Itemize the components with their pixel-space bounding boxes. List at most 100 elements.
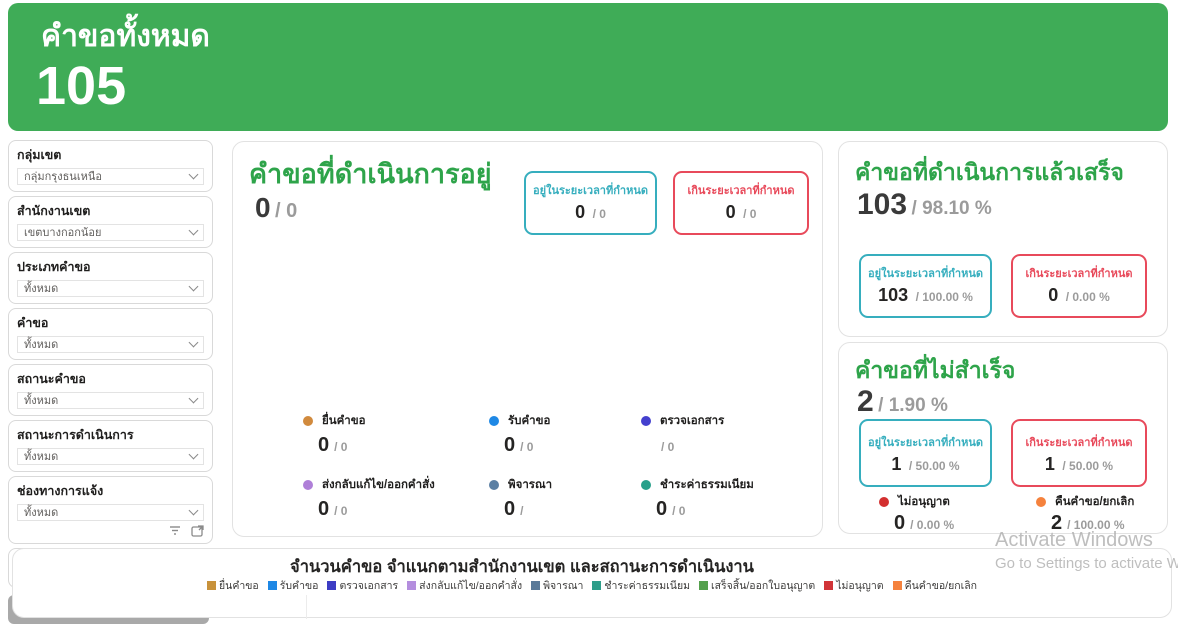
banner-title: คำขอทั้งหมด — [41, 20, 210, 53]
filter-label: คำขอ — [17, 316, 49, 330]
chart-legend-item: ส่งกลับแก้ไข/ออกคำสั่ง — [407, 577, 522, 594]
legend-item-submitted: ยื่นคำขอ 0 / 0 — [303, 412, 489, 457]
dropdown-value: เขตบางกอกน้อย — [24, 227, 102, 239]
filter-card-district-office: สำนักงานเขต เขตบางกอกน้อย — [8, 196, 213, 248]
chevron-down-icon — [188, 225, 199, 235]
district-office-dropdown[interactable]: เขตบางกอกน้อย — [17, 224, 204, 241]
filter-card-request: คำขอ ทั้งหมด — [8, 308, 213, 360]
legend-dot-icon — [1036, 497, 1046, 507]
district-group-dropdown[interactable]: กลุ่มกรุงธนเหนือ — [17, 168, 204, 185]
chart-legend: ยื่นคำขอ รับคำขอ ตรวจเอกสาร ส่งกลับแก้ไข… — [13, 577, 1171, 594]
watermark-line2: Go to Settings to activate W — [995, 555, 1178, 572]
chart-gridline — [306, 595, 307, 619]
legend-square-icon — [531, 581, 541, 590]
legend-sub: / — [520, 504, 524, 518]
overdue-number: 0 — [725, 202, 736, 222]
legend-sub: / 0 — [334, 504, 348, 518]
on-time-sub: / 0 — [592, 207, 606, 221]
chevron-down-icon — [188, 449, 199, 459]
unsuccessful-value: 2 / 1.90 % — [857, 385, 948, 419]
chart-legend-item: เสร็จสิ้น/ออกใบอนุญาต — [699, 577, 815, 594]
unsuccessful-panel: คำขอที่ไม่สำเร็จ 2 / 1.90 % อยู่ในระยะเว… — [838, 342, 1168, 534]
legend-item-not-approved: ไม่อนุญาต 0 / 0.00 % — [879, 493, 954, 535]
report-channel-dropdown[interactable]: ทั้งหมด — [17, 504, 204, 521]
chart-legend-item: ไม่อนุญาต — [824, 577, 884, 594]
chart-legend-item: คืนคำขอ/ยกเลิก — [892, 577, 977, 594]
focus-mode-icon[interactable] — [191, 524, 204, 537]
legend-value: 0 — [318, 498, 330, 520]
overdue-label: เกินระยะเวลาที่กำหนด — [1025, 268, 1133, 280]
filter-card-report-channel: ช่องทางการแจ้ง ทั้งหมด — [8, 476, 213, 544]
overdue-sub: / 0.00 % — [1065, 290, 1110, 304]
in-progress-value: 0 / 0 — [255, 192, 297, 224]
legend-item-returned-cancelled: คืนคำขอ/ยกเลิก 2 / 100.00 % — [1036, 493, 1134, 535]
legend-item-document-check: ตรวจเอกสาร / 0 — [641, 412, 811, 457]
legend-item-consideration: พิจารณา 0 / — [489, 476, 641, 521]
legend-value: 2 — [1051, 512, 1063, 534]
on-time-number: 1 — [891, 454, 902, 474]
filter-funnel-icon[interactable] — [169, 525, 181, 536]
legend-square-icon — [592, 581, 602, 590]
completed-title: คำขอที่ดำเนินการแล้วเสร็จ — [855, 159, 1124, 185]
legend-square-icon — [699, 581, 709, 590]
in-progress-title: คำขอที่ดำเนินการอยู่ — [249, 159, 492, 189]
legend-item-returned: ส่งกลับแก้ไข/ออกคำสั่ง 0 / 0 — [303, 476, 489, 521]
completed-on-time-box: อยู่ในระยะเวลาที่กำหนด 103 / 100.00 % — [859, 254, 992, 318]
chart-title: จำนวนคำขอ จำแนกตามสำนักงานเขต และสถานะกา… — [290, 558, 754, 576]
legend-square-icon — [407, 581, 417, 590]
legend-value: 0 — [504, 498, 516, 520]
dropdown-value: ทั้งหมด — [24, 395, 59, 407]
chart-legend-item: ตรวจเอกสาร — [327, 577, 398, 594]
filter-label: สถานะคำขอ — [17, 372, 86, 386]
legend-label: ตรวจเอกสาร — [339, 580, 399, 592]
chart-legend-item: ยื่นคำขอ — [207, 577, 259, 594]
in-progress-overdue-box: เกินระยะเวลาที่กำหนด 0 / 0 — [673, 171, 809, 235]
legend-item-fee-payment: ชำระค่าธรรมเนียม 0 / 0 — [641, 476, 811, 521]
legend-sub: / 0 — [672, 504, 686, 518]
legend-sub: / 100.00 % — [1067, 518, 1125, 532]
unsuccessful-overdue-box: เกินระยะเวลาที่กำหนด 1 / 50.00 % — [1011, 419, 1147, 487]
overdue-number: 1 — [1044, 454, 1055, 474]
in-progress-panel: คำขอที่ดำเนินการอยู่ 0 / 0 อยู่ในระยะเวล… — [232, 141, 823, 537]
request-dropdown[interactable]: ทั้งหมด — [17, 336, 204, 353]
watermark-line1: Activate Windows — [995, 529, 1153, 551]
filter-card-request-type: ประเภทคำขอ ทั้งหมด — [8, 252, 213, 304]
overdue-number: 0 — [1048, 285, 1059, 305]
legend-value: 0 — [894, 512, 906, 534]
legend-dot-icon — [641, 416, 651, 426]
value-number: 0 — [255, 192, 271, 223]
legend-label: คืนคำขอ/ยกเลิก — [1055, 496, 1135, 508]
legend-dot-icon — [303, 416, 313, 426]
legend-label: ยื่นคำขอ — [219, 580, 259, 592]
legend-label: ยื่นคำขอ — [322, 415, 366, 427]
chart-legend-item: ชำระค่าธรรมเนียม — [592, 577, 690, 594]
completed-value: 103 / 98.10 % — [857, 188, 992, 222]
unsuccessful-on-time-box: อยู่ในระยะเวลาที่กำหนด 1 / 50.00 % — [859, 419, 992, 487]
legend-label: ไม่อนุญาต — [836, 580, 884, 592]
legend-label: ตรวจเอกสาร — [660, 415, 725, 427]
in-progress-on-time-box: อยู่ในระยะเวลาที่กำหนด 0 / 0 — [524, 171, 657, 235]
legend-item-received: รับคำขอ 0 / 0 — [489, 412, 641, 457]
overdue-sub: / 50.00 % — [1062, 459, 1114, 473]
dropdown-value: ทั้งหมด — [24, 283, 59, 295]
request-type-dropdown[interactable]: ทั้งหมด — [17, 280, 204, 297]
legend-square-icon — [207, 581, 216, 590]
filter-label: ช่องทางการแจ้ง — [17, 484, 104, 498]
chevron-down-icon — [188, 393, 199, 403]
chart-legend-item: พิจารณา — [531, 577, 583, 594]
legend-value: 0 — [504, 434, 516, 456]
banner-value: 105 — [36, 56, 127, 116]
dropdown-value: ทั้งหมด — [24, 339, 59, 351]
value-sub: / 1.90 % — [878, 395, 948, 416]
chevron-down-icon — [188, 281, 199, 291]
overdue-label: เกินระยะเวลาที่กำหนด — [1025, 437, 1133, 449]
process-status-dropdown[interactable]: ทั้งหมด — [17, 448, 204, 465]
on-time-number: 0 — [575, 202, 586, 222]
dropdown-value: กลุ่มกรุงธนเหนือ — [24, 171, 102, 183]
legend-label: คืนคำขอ/ยกเลิก — [904, 580, 977, 592]
total-requests-banner: คำขอทั้งหมด 105 — [8, 3, 1168, 131]
filter-card-district-group: กลุ่มเขต กลุ่มกรุงธนเหนือ — [8, 140, 213, 192]
legend-dot-icon — [879, 497, 889, 507]
request-status-dropdown[interactable]: ทั้งหมด — [17, 392, 204, 409]
on-time-label: อยู่ในระยะเวลาที่กำหนด — [868, 268, 983, 280]
